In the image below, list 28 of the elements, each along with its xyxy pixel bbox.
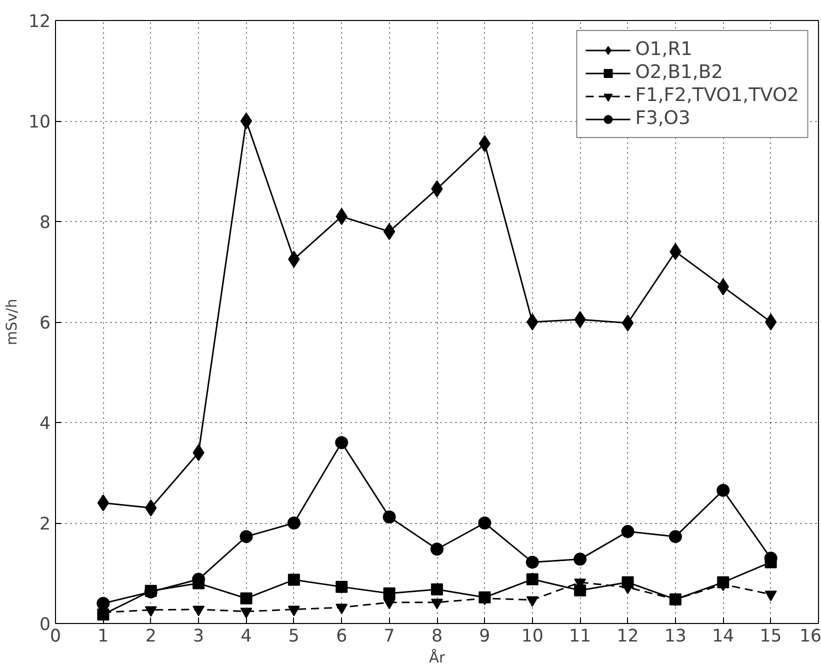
x-tick-label: 8 [431, 626, 443, 646]
x-tick-label: 3 [193, 626, 204, 646]
x-tick-label: 6 [336, 626, 348, 646]
x-tick-label: 9 [479, 626, 490, 646]
x-tick-label: 10 [521, 626, 544, 646]
x-tick-label: 7 [384, 626, 395, 646]
x-tick-label: 16 [799, 626, 821, 646]
y-tick-label: 2 [39, 514, 51, 534]
x-tick-label: 11 [569, 626, 592, 646]
x-tick-label: 5 [288, 626, 300, 646]
x-tick-label: 2 [145, 626, 156, 646]
legend-label: F3,O3 [635, 108, 690, 129]
y-tick-label: 6 [39, 314, 51, 334]
x-axis-title: År [428, 648, 446, 666]
x-tick-label: 13 [664, 626, 686, 646]
x-tick-label: 4 [240, 626, 252, 646]
x-tick-label: 12 [616, 626, 639, 646]
y-tick-label: 8 [39, 213, 51, 233]
y-tick-label: 10 [28, 112, 51, 132]
x-tick-label: 15 [760, 626, 782, 646]
x-tick-label: 14 [712, 626, 734, 646]
x-tick-label: 1 [98, 626, 109, 646]
y-axis-title: mSv/h [3, 298, 20, 346]
legend-label: O2,B1,B2 [635, 62, 723, 83]
legend-label: O1,R1 [635, 39, 693, 60]
legend-label: F1,F2,TVO1,TVO2 [635, 85, 799, 106]
y-tick-label: 12 [28, 12, 51, 32]
y-tick-label: 4 [39, 414, 51, 434]
